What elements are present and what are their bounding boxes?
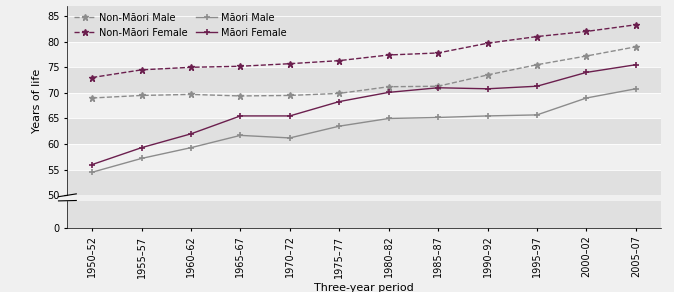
Māori Male bbox=[632, 87, 640, 91]
Māori Female bbox=[286, 114, 294, 118]
Line: Non-Māori Male: Non-Māori Male bbox=[89, 43, 639, 102]
Māori Female bbox=[632, 63, 640, 67]
Non-Māori Female bbox=[335, 59, 343, 62]
Māori Male bbox=[286, 136, 294, 140]
Māori Female bbox=[335, 100, 343, 103]
Māori Male bbox=[483, 114, 491, 118]
Māori Female bbox=[237, 114, 245, 118]
Non-Māori Male bbox=[533, 63, 541, 67]
Non-Māori Male bbox=[335, 92, 343, 95]
Line: Māori Female: Māori Female bbox=[89, 61, 639, 168]
Non-Māori Female bbox=[187, 65, 195, 69]
Māori Female bbox=[582, 71, 590, 74]
Non-Māori Female bbox=[533, 35, 541, 38]
Māori Male bbox=[385, 117, 393, 120]
X-axis label: Three-year period: Three-year period bbox=[314, 283, 414, 292]
Non-Māori Male bbox=[385, 85, 393, 88]
Māori Female bbox=[483, 87, 491, 91]
Non-Māori Female bbox=[582, 30, 590, 33]
Bar bbox=[67, 144, 661, 170]
Māori Male bbox=[88, 171, 96, 174]
Māori Female bbox=[385, 91, 393, 94]
Bar bbox=[67, 67, 661, 93]
Legend: Non-Māori Male, Non-Māori Female, Māori Male, Māori Female: Non-Māori Male, Non-Māori Female, Māori … bbox=[72, 11, 288, 39]
Bar bbox=[67, 42, 661, 67]
Non-Māori Male bbox=[434, 84, 442, 88]
Non-Māori Female bbox=[88, 76, 96, 79]
Māori Male bbox=[335, 124, 343, 128]
Non-Māori Female bbox=[385, 53, 393, 57]
Non-Māori Male bbox=[187, 93, 195, 96]
Bar bbox=[67, 201, 661, 228]
Māori Male bbox=[434, 116, 442, 119]
Non-Māori Male bbox=[632, 45, 640, 48]
Non-Māori Female bbox=[286, 62, 294, 65]
Non-Māori Female bbox=[632, 23, 640, 27]
Māori Male bbox=[187, 146, 195, 150]
Non-Māori Male bbox=[286, 94, 294, 97]
Non-Māori Male bbox=[237, 94, 245, 98]
Māori Male bbox=[582, 96, 590, 100]
Line: Māori Male: Māori Male bbox=[89, 85, 639, 176]
Bar bbox=[67, 170, 661, 195]
Māori Female bbox=[533, 84, 541, 88]
Line: Non-Māori Female: Non-Māori Female bbox=[89, 21, 639, 81]
Māori Male bbox=[533, 113, 541, 117]
Bar bbox=[67, 16, 661, 42]
Māori Female bbox=[434, 86, 442, 90]
Bar bbox=[67, 119, 661, 144]
Non-Māori Male bbox=[88, 96, 96, 100]
Non-Māori Female bbox=[434, 51, 442, 55]
Bar bbox=[67, 93, 661, 119]
Non-Māori Male bbox=[137, 94, 146, 97]
Non-Māori Female bbox=[137, 68, 146, 72]
Māori Female bbox=[187, 132, 195, 135]
Non-Māori Male bbox=[483, 73, 491, 77]
Non-Māori Male bbox=[582, 54, 590, 58]
Māori Male bbox=[137, 157, 146, 160]
Māori Female bbox=[137, 146, 146, 150]
Non-Māori Female bbox=[483, 41, 491, 45]
Non-Māori Female bbox=[237, 65, 245, 68]
Y-axis label: Years of life: Years of life bbox=[32, 68, 42, 133]
Māori Male bbox=[237, 134, 245, 137]
Māori Female bbox=[88, 163, 96, 166]
Bar bbox=[67, 6, 661, 16]
